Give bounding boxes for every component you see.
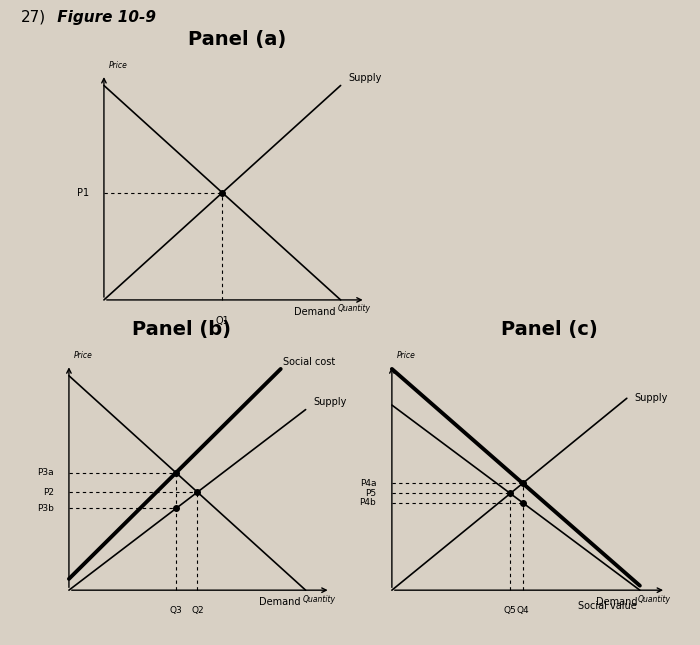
Text: Supply: Supply: [635, 393, 668, 403]
Text: P4b: P4b: [360, 498, 376, 507]
Text: Demand: Demand: [259, 597, 300, 607]
Text: Q3: Q3: [169, 606, 183, 615]
Text: Figure 10-9: Figure 10-9: [52, 10, 157, 25]
Text: P3a: P3a: [37, 468, 54, 477]
Text: Panel (a): Panel (a): [188, 30, 286, 49]
Text: Demand: Demand: [596, 597, 637, 607]
Text: Demand: Demand: [294, 307, 335, 317]
Text: Social cost: Social cost: [284, 357, 335, 366]
Text: Price: Price: [397, 351, 416, 360]
Text: Price: Price: [74, 351, 93, 360]
Text: Social value: Social value: [578, 601, 637, 611]
Text: Quantity: Quantity: [337, 304, 370, 313]
Text: P3b: P3b: [37, 504, 54, 513]
Text: P4a: P4a: [360, 479, 376, 488]
Text: Panel (c): Panel (c): [501, 320, 598, 339]
Text: Panel (b): Panel (b): [132, 320, 231, 339]
Text: Q1: Q1: [216, 316, 229, 326]
Text: Q2: Q2: [191, 606, 204, 615]
Text: Price: Price: [109, 61, 128, 70]
Text: P2: P2: [43, 488, 54, 497]
Text: Quantity: Quantity: [302, 595, 335, 604]
Text: Q5: Q5: [504, 606, 517, 615]
Text: Supply: Supply: [348, 73, 382, 83]
Text: P1: P1: [77, 188, 89, 198]
Text: 27): 27): [21, 10, 46, 25]
Text: Supply: Supply: [313, 397, 346, 408]
Text: P5: P5: [365, 489, 376, 498]
Text: Q4: Q4: [517, 606, 529, 615]
Text: Quantity: Quantity: [638, 595, 671, 604]
